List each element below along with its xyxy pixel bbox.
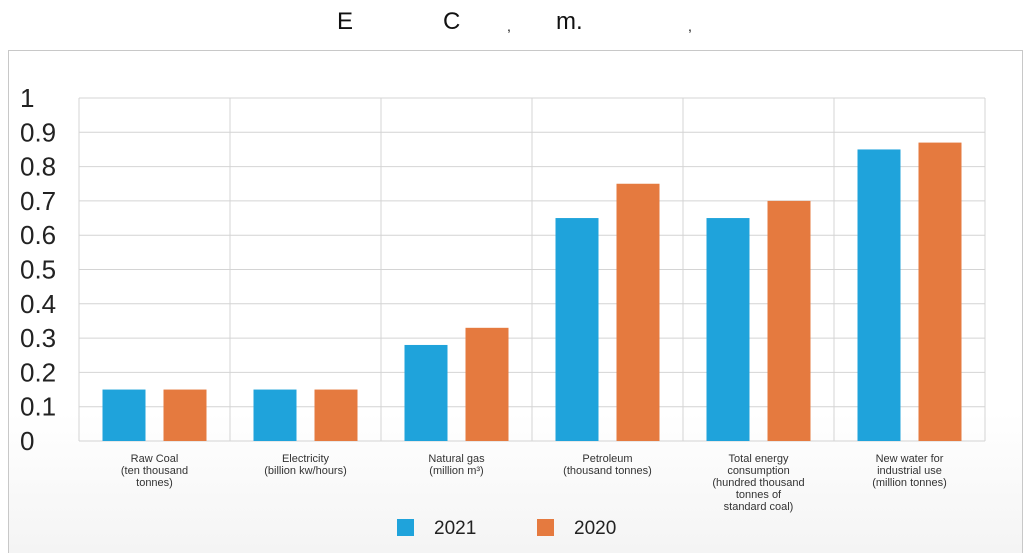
- bar-2021: [555, 218, 599, 441]
- legend-item-2021: 2021: [397, 518, 476, 542]
- bar-2021: [102, 389, 146, 441]
- bar-2021: [857, 149, 901, 441]
- legend-swatch-2021: [397, 519, 414, 536]
- title-fragment: E: [337, 8, 354, 35]
- bar-2020: [616, 183, 660, 441]
- bar-2020: [465, 327, 509, 441]
- bar-2020: [918, 142, 962, 441]
- x-tick-label: New water for industrial use (million tonn…: [872, 453, 947, 489]
- bar-2020: [163, 389, 207, 441]
- chart-frame: [8, 50, 1023, 553]
- x-tick-label: Petroleum (thousand tonnes): [563, 453, 652, 477]
- y-tick-label: 1: [20, 83, 34, 113]
- bar-2020: [314, 389, 358, 441]
- bar-2021: [404, 344, 448, 441]
- y-tick-label: 0.9: [20, 117, 56, 147]
- x-tick-label: Electricity (billion kw/hours): [264, 453, 347, 477]
- legend-label-2020: 2020: [574, 518, 617, 539]
- y-tick-label: 0.7: [20, 186, 56, 216]
- title-fragment: C: [443, 8, 461, 35]
- title-fragment: ,: [507, 18, 511, 34]
- y-tick-label: 0.1: [20, 392, 56, 422]
- y-tick-label: 0.2: [20, 357, 56, 387]
- bar-2020: [767, 200, 811, 441]
- y-tick-label: 0: [20, 426, 34, 456]
- y-tick-label: 0.3: [20, 323, 56, 353]
- x-tick-label: Raw Coal (ten thousand tonnes): [121, 453, 188, 489]
- legend-swatch-2020: [537, 519, 554, 536]
- y-tick-label: 0.4: [20, 289, 56, 319]
- x-tick-label: Total energy consumption (hundred thousand…: [712, 453, 804, 513]
- x-tick-label: Natural gas (million m³): [428, 453, 485, 477]
- title-fragment: ,: [688, 18, 692, 34]
- y-tick-label: 0.6: [20, 220, 56, 250]
- chart-title: E C , m. ,: [0, 8, 1033, 44]
- title-fragment: m.: [556, 8, 583, 35]
- legend-item-2020: 2020: [537, 518, 616, 542]
- y-tick-label: 0.8: [20, 152, 56, 182]
- bar-2021: [706, 218, 750, 441]
- bar-2021: [253, 389, 297, 441]
- y-tick-label: 0.5: [20, 255, 56, 285]
- legend-label-2021: 2021: [434, 518, 477, 539]
